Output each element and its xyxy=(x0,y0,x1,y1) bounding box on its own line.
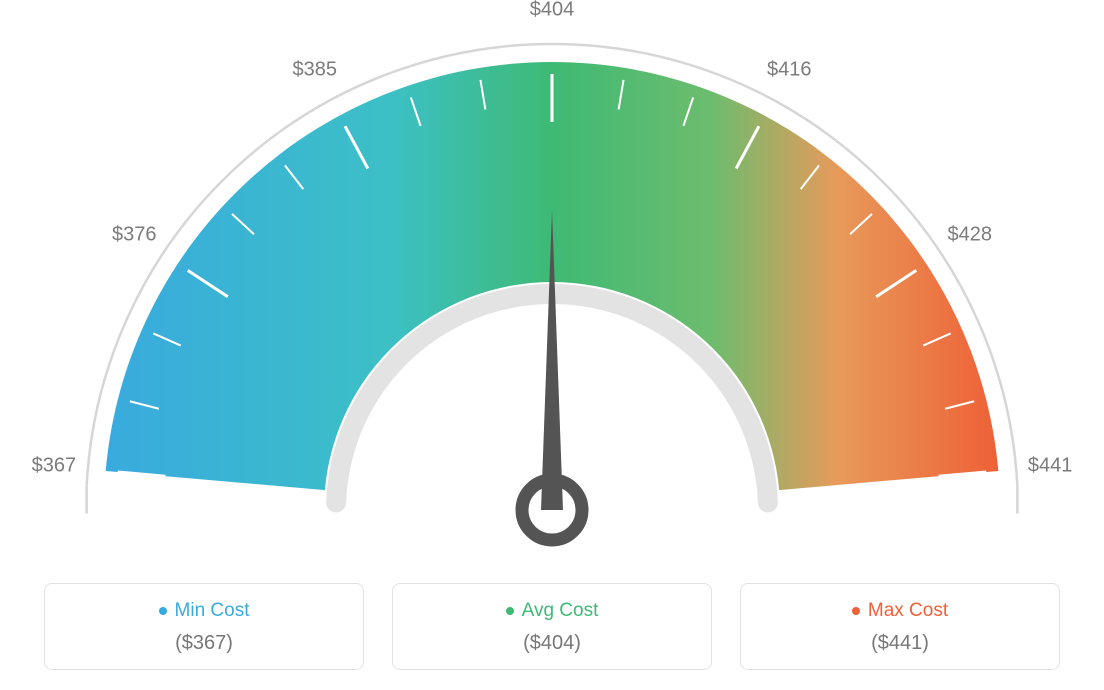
legend-card-min: Min Cost ($367) xyxy=(44,583,364,670)
legend-label: Max Cost xyxy=(868,600,948,622)
gauge-tick-label: $376 xyxy=(112,224,157,247)
legend-title: Max Cost xyxy=(852,600,948,622)
legend-card-max: Max Cost ($441) xyxy=(740,583,1060,670)
gauge-area: $367 $376 $385 $404 $416 $428 $441 xyxy=(0,0,1104,560)
gauge-chart-container: $367 $376 $385 $404 $416 $428 $441 Min Cost ($3… xyxy=(0,0,1104,690)
legend-value: ($404) xyxy=(403,632,701,655)
legend-title: Avg Cost xyxy=(506,600,599,622)
gauge-tick-label: $367 xyxy=(32,455,77,478)
gauge-tick-label: $404 xyxy=(530,0,575,22)
gauge-tick-label: $385 xyxy=(292,58,337,81)
gauge-svg xyxy=(0,0,1104,560)
legend-dot-icon xyxy=(159,607,167,615)
gauge-tick-label: $416 xyxy=(767,58,812,81)
legend-row: Min Cost ($367) Avg Cost ($404) Max Cost ($44… xyxy=(0,583,1104,670)
legend-value: ($441) xyxy=(751,632,1049,655)
legend-dot-icon xyxy=(852,607,860,615)
gauge-tick-label: $428 xyxy=(948,224,993,247)
legend-label: Min Cost xyxy=(175,600,250,622)
legend-label: Avg Cost xyxy=(522,600,599,622)
gauge-tick-label: $441 xyxy=(1028,455,1073,478)
legend-card-avg: Avg Cost ($404) xyxy=(392,583,712,670)
legend-dot-icon xyxy=(506,607,514,615)
legend-title: Min Cost xyxy=(159,600,250,622)
legend-value: ($367) xyxy=(55,632,353,655)
